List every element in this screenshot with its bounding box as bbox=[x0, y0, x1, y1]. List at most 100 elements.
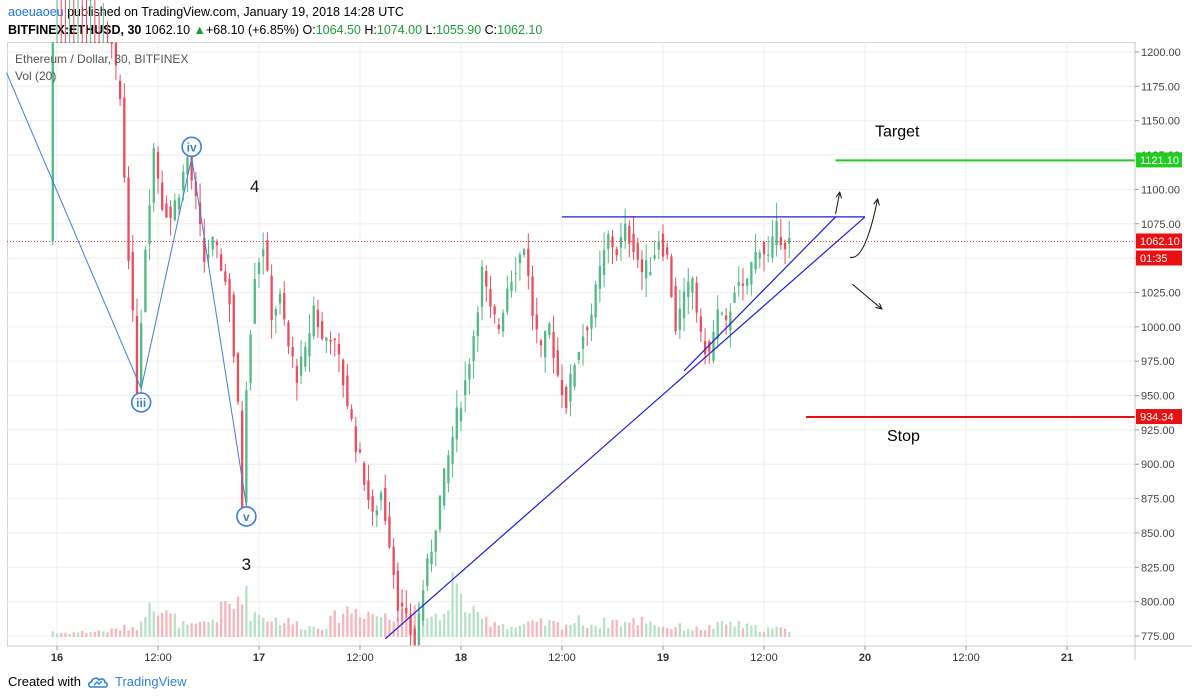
volume-bar bbox=[102, 631, 105, 637]
candle-body bbox=[438, 495, 442, 530]
candle-body bbox=[632, 233, 635, 253]
volume-bar bbox=[308, 626, 311, 637]
candle-body bbox=[207, 254, 210, 258]
candle-body bbox=[556, 350, 559, 376]
candle-body bbox=[241, 410, 244, 511]
candle-body bbox=[464, 380, 467, 396]
volume-bar bbox=[110, 628, 113, 637]
candle-body bbox=[114, 42, 118, 66]
volume-bar bbox=[746, 623, 749, 637]
candle-body bbox=[581, 336, 585, 349]
candle-body bbox=[527, 248, 530, 276]
candle-body bbox=[674, 286, 677, 332]
chart-frame[interactable] bbox=[7, 42, 1135, 646]
time-tick-label: 21 bbox=[1061, 652, 1073, 664]
volume-bar bbox=[232, 608, 235, 637]
candle-body bbox=[565, 387, 568, 409]
volume-bar bbox=[76, 632, 80, 637]
volume-bar bbox=[156, 615, 160, 637]
candle-body bbox=[611, 236, 614, 248]
volume-bar bbox=[337, 623, 341, 637]
trend-line bbox=[683, 216, 836, 372]
target-label: Target bbox=[875, 123, 920, 140]
volume-bar bbox=[678, 623, 681, 637]
volume-bar bbox=[737, 620, 740, 637]
candle-body bbox=[363, 463, 366, 485]
volume-bar bbox=[249, 620, 252, 637]
candle-body bbox=[135, 315, 139, 396]
time-tick-label: 12:00 bbox=[952, 652, 980, 664]
candle-body bbox=[194, 181, 198, 196]
volume-bar bbox=[375, 616, 378, 637]
candle-body bbox=[342, 359, 345, 386]
candle-body bbox=[783, 242, 787, 250]
candle-body bbox=[379, 492, 383, 501]
candle-body bbox=[607, 234, 610, 249]
candle-body bbox=[211, 237, 214, 250]
wave-label-text: iv bbox=[187, 140, 197, 154]
volume-bar bbox=[623, 621, 627, 637]
candle-body bbox=[392, 546, 395, 575]
price-tick-label: 775.00 bbox=[1141, 631, 1175, 643]
candle-body bbox=[476, 312, 479, 337]
candle-body bbox=[203, 237, 206, 263]
candle-body bbox=[177, 197, 181, 210]
volume-bar bbox=[468, 613, 471, 637]
volume-bar bbox=[539, 618, 543, 637]
candle-body bbox=[228, 278, 231, 305]
candle-body bbox=[308, 333, 311, 357]
time-tick-label: 12:00 bbox=[750, 652, 778, 664]
volume-bar bbox=[522, 624, 526, 637]
volume-bar bbox=[619, 626, 623, 637]
candle-body bbox=[455, 407, 458, 440]
tradingview-brand[interactable]: TradingView bbox=[114, 674, 187, 689]
volume-bar bbox=[670, 629, 673, 637]
volume-bar bbox=[712, 628, 715, 637]
close-label: C: bbox=[484, 23, 498, 37]
candle-body bbox=[623, 223, 627, 241]
candle-body bbox=[89, 42, 92, 43]
tradingview-cloud-icon[interactable] bbox=[87, 675, 109, 689]
candle-body bbox=[645, 260, 648, 279]
volume-bar bbox=[152, 611, 155, 637]
candle-body bbox=[417, 613, 421, 645]
volume-bar bbox=[447, 610, 450, 637]
candle-body bbox=[712, 331, 715, 361]
candle-body bbox=[253, 279, 256, 324]
candle-body bbox=[426, 558, 429, 587]
volume-bar bbox=[123, 624, 126, 637]
stop-price-tag: 934.34 bbox=[1140, 412, 1174, 424]
close-value: 1062.10 bbox=[497, 23, 543, 37]
candle-body bbox=[148, 205, 151, 244]
candle-body bbox=[60, 42, 63, 43]
candle-body bbox=[514, 273, 517, 275]
price-tick-label: 1200.00 bbox=[1141, 47, 1181, 59]
volume-bar bbox=[666, 628, 669, 637]
volume-bar bbox=[489, 626, 492, 637]
candle-body bbox=[346, 375, 349, 407]
candle-body bbox=[548, 323, 551, 335]
wave-count-annotation: 4 bbox=[250, 177, 259, 196]
candle-body bbox=[190, 152, 193, 181]
volume-bar bbox=[72, 632, 75, 637]
volume-bar bbox=[169, 613, 172, 637]
up-arrow-icon: ▲ bbox=[193, 23, 206, 37]
volume-bar bbox=[266, 621, 269, 637]
volume-bar bbox=[754, 625, 757, 637]
candle-body bbox=[590, 314, 593, 329]
volume-bar bbox=[645, 623, 648, 637]
last-price: 1062.10 bbox=[144, 23, 191, 37]
candle-body bbox=[598, 266, 602, 289]
candle-body bbox=[287, 322, 290, 347]
candle-body bbox=[573, 365, 576, 387]
volume-bar bbox=[472, 606, 475, 637]
projection-arrow bbox=[835, 192, 840, 215]
volume-bar bbox=[274, 617, 277, 637]
author-link[interactable]: aoeuaoeu bbox=[8, 5, 64, 19]
candle-body bbox=[262, 249, 265, 257]
candles bbox=[51, 0, 791, 646]
volume-bar bbox=[762, 631, 766, 637]
volume-bar bbox=[177, 627, 181, 637]
candle-body bbox=[670, 256, 673, 298]
